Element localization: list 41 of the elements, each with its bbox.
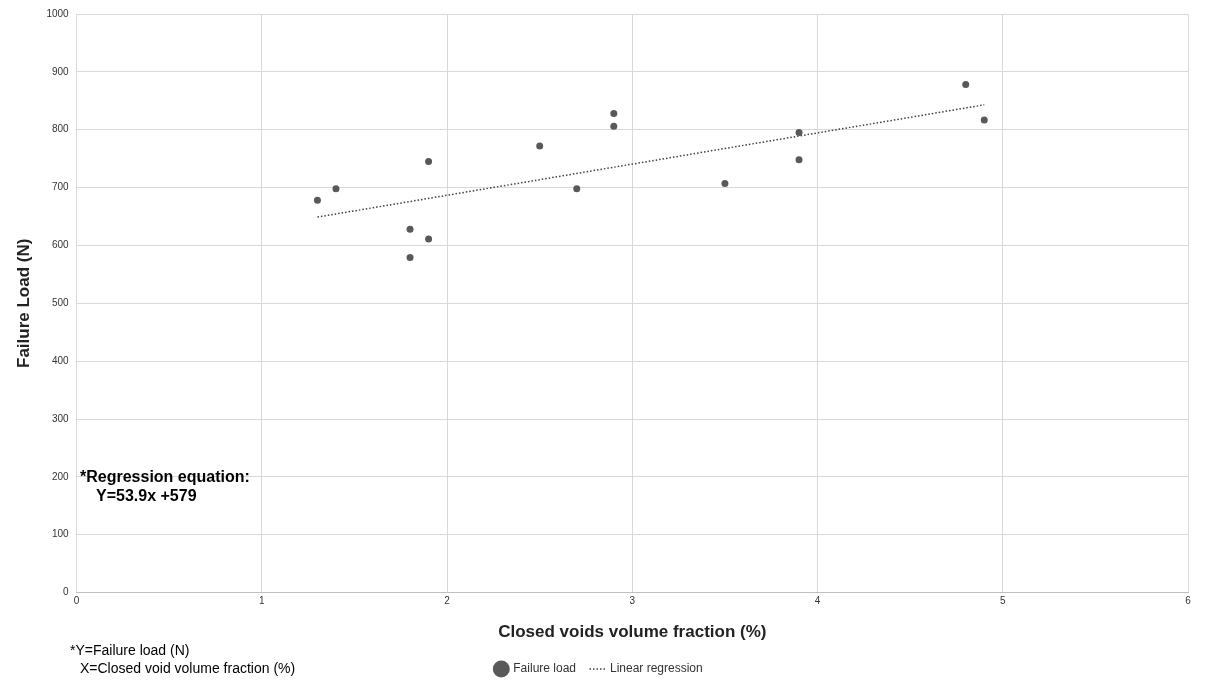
text: X=Closed void volume fraction (%) xyxy=(80,660,296,676)
y-tick-label: 800 xyxy=(51,123,70,135)
point xyxy=(313,196,321,204)
legend-label: Linear regression xyxy=(609,661,703,676)
y-tick-label: 0 xyxy=(63,586,70,598)
y-tick-label: 100 xyxy=(51,528,70,540)
y-axis-title: Failure Load (N) xyxy=(13,238,33,368)
y-tick-label: 500 xyxy=(51,297,70,309)
point xyxy=(610,110,618,118)
point xyxy=(425,158,433,166)
y-tick-label: 900 xyxy=(51,65,70,77)
y-tick-label: 1000 xyxy=(46,7,70,19)
point xyxy=(406,225,414,233)
x-axis-title: Closed voids volume fraction (%) xyxy=(498,622,767,642)
point xyxy=(425,235,433,243)
text: *Y=Failure load (N) xyxy=(70,642,190,658)
legend-label: Failure load xyxy=(513,661,576,676)
point xyxy=(573,185,581,193)
annotation: Y=53.9x +579 xyxy=(96,487,197,505)
point xyxy=(721,180,729,188)
point xyxy=(536,142,544,150)
y-tick-label: 600 xyxy=(51,239,70,251)
point xyxy=(406,254,414,262)
x-tick-label: 4 xyxy=(814,595,821,607)
x-tick-label: 2 xyxy=(444,595,451,607)
y-tick-label: 300 xyxy=(51,412,70,424)
y-tick-label: 700 xyxy=(51,181,70,193)
point xyxy=(610,122,618,130)
x-tick-label: 6 xyxy=(1185,595,1192,607)
x-tick-label: 1 xyxy=(259,595,266,607)
annotation: *Regression equation: xyxy=(80,468,250,486)
y-tick-label: 400 xyxy=(51,354,70,366)
point xyxy=(332,185,340,193)
x-tick-label: 0 xyxy=(73,595,80,607)
x-tick-label: 3 xyxy=(629,595,636,607)
point xyxy=(795,129,803,137)
x-tick-label: 5 xyxy=(999,595,1006,607)
y-tick-label: 200 xyxy=(51,470,70,482)
point xyxy=(962,81,970,89)
point xyxy=(795,156,803,164)
point xyxy=(980,116,988,124)
